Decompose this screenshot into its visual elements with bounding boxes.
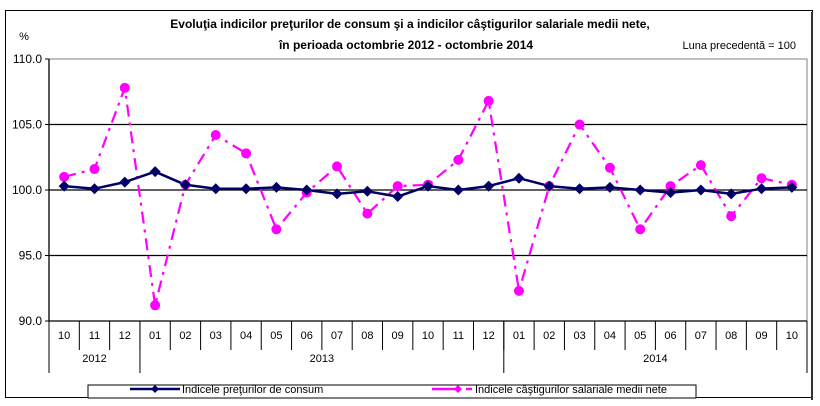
cpi-point <box>58 180 70 192</box>
legend-marker-cpi <box>151 385 159 393</box>
cpi-point <box>604 181 616 193</box>
wages-point <box>574 119 585 130</box>
x-tick-label: 04 <box>604 330 616 342</box>
x-tick-label: 10 <box>58 330 70 342</box>
x-tick-label: 07 <box>695 330 707 342</box>
wages-point <box>210 129 221 140</box>
cpi-point <box>513 172 525 184</box>
cpi-point <box>725 188 737 200</box>
x-tick-label: 09 <box>392 330 404 342</box>
year-label: 2014 <box>643 353 667 365</box>
cpi-point <box>331 188 343 200</box>
y-tick-label: 100.0 <box>12 183 42 197</box>
wages-point <box>695 160 706 171</box>
wages-point <box>119 82 130 93</box>
cpi-point <box>422 180 434 192</box>
wages-point <box>726 211 737 222</box>
x-tick-label: 04 <box>240 330 252 342</box>
chart-subtitle: în perioada octombrie 2012 - octombrie 2… <box>278 38 533 52</box>
x-tick-label: 01 <box>513 330 525 342</box>
x-tick-label: 05 <box>270 330 282 342</box>
y-tick-label: 110.0 <box>13 52 42 66</box>
chart-note: Luna precedentă = 100 <box>683 40 796 52</box>
wages-point <box>604 162 615 173</box>
x-tick-label: 03 <box>210 330 222 342</box>
x-tick-label: 08 <box>361 330 373 342</box>
wages-point <box>271 224 282 235</box>
y-tick-label: 105.0 <box>12 118 42 132</box>
x-tick-label: 10 <box>422 330 434 342</box>
cpi-point <box>88 183 100 195</box>
chart-frame-shadow <box>811 12 813 400</box>
x-tick-label: 02 <box>543 330 555 342</box>
wages-point <box>150 300 161 311</box>
cpi-point <box>270 181 282 193</box>
x-tick-label: 05 <box>634 330 646 342</box>
wages-point <box>241 148 252 159</box>
wages-point <box>483 95 494 106</box>
x-tick-label: 12 <box>119 330 131 342</box>
x-tick-label: 01 <box>149 330 161 342</box>
cpi-point <box>574 183 586 195</box>
x-tick-label: 08 <box>725 330 737 342</box>
legend-label-wages: Indicele câştigurilor salariale medii ne… <box>475 384 667 396</box>
wages-point <box>756 173 767 184</box>
wages-point <box>332 161 343 172</box>
wages-point <box>453 154 464 165</box>
cpi-point <box>634 184 646 196</box>
chart-title: Evoluţia indicilor preţurilor de consum … <box>170 17 649 31</box>
wages-point <box>362 208 373 219</box>
y-axis-ticks: 110.0 105.0 100.0 95.0 90.0 <box>12 52 49 328</box>
x-tick-label: 11 <box>89 330 100 342</box>
cpi-point <box>543 180 555 192</box>
cpi-point <box>695 184 707 196</box>
legend-label-cpi: Indicele preţurilor de consum <box>182 384 323 396</box>
x-tick-label: 12 <box>483 330 495 342</box>
x-tick-label: 11 <box>453 330 464 342</box>
series-line-wages <box>63 86 793 307</box>
cpi-point <box>210 183 222 195</box>
wages-point <box>59 171 70 182</box>
legend-marker-wages <box>454 385 462 393</box>
x-axis: 10 11 12 01 02 03 04 05 06 07 08 09 10 11 12 01 02 03 04 05… <box>48 321 808 373</box>
cpi-point <box>756 183 768 195</box>
cpi-point <box>392 191 404 203</box>
cpi-point <box>483 180 495 192</box>
cpi-point <box>240 183 252 195</box>
year-label: 2012 <box>82 353 106 365</box>
legend: Indicele preţurilor de consum Indicele c… <box>87 384 697 399</box>
cpi-point <box>786 181 798 193</box>
wages-point <box>665 181 676 192</box>
x-tick-label: 03 <box>573 330 585 342</box>
wages-point <box>89 164 100 175</box>
x-tick-label: 10 <box>786 330 798 342</box>
series-group <box>58 82 798 311</box>
wages-point <box>513 285 524 296</box>
y-tick-label: 90.0 <box>19 314 43 328</box>
cpi-point <box>179 179 191 191</box>
y-axis-label: % <box>19 31 29 43</box>
gridlines <box>48 58 807 322</box>
cpi-point <box>149 166 161 178</box>
x-tick-label: 07 <box>331 330 343 342</box>
year-label: 2013 <box>310 353 334 365</box>
cpi-point <box>119 176 131 188</box>
wages-point <box>392 181 403 192</box>
x-tick-label: 06 <box>301 330 313 342</box>
cpi-point <box>452 184 464 196</box>
cpi-point <box>301 184 313 196</box>
cpi-point <box>665 187 677 199</box>
x-tick-label: 09 <box>755 330 767 342</box>
cpi-point <box>361 185 373 197</box>
x-tick-label: 02 <box>179 330 191 342</box>
legend-box <box>87 384 697 399</box>
x-tick-label: 06 <box>664 330 676 342</box>
wages-point <box>635 224 646 235</box>
y-tick-label: 95.0 <box>19 249 43 263</box>
